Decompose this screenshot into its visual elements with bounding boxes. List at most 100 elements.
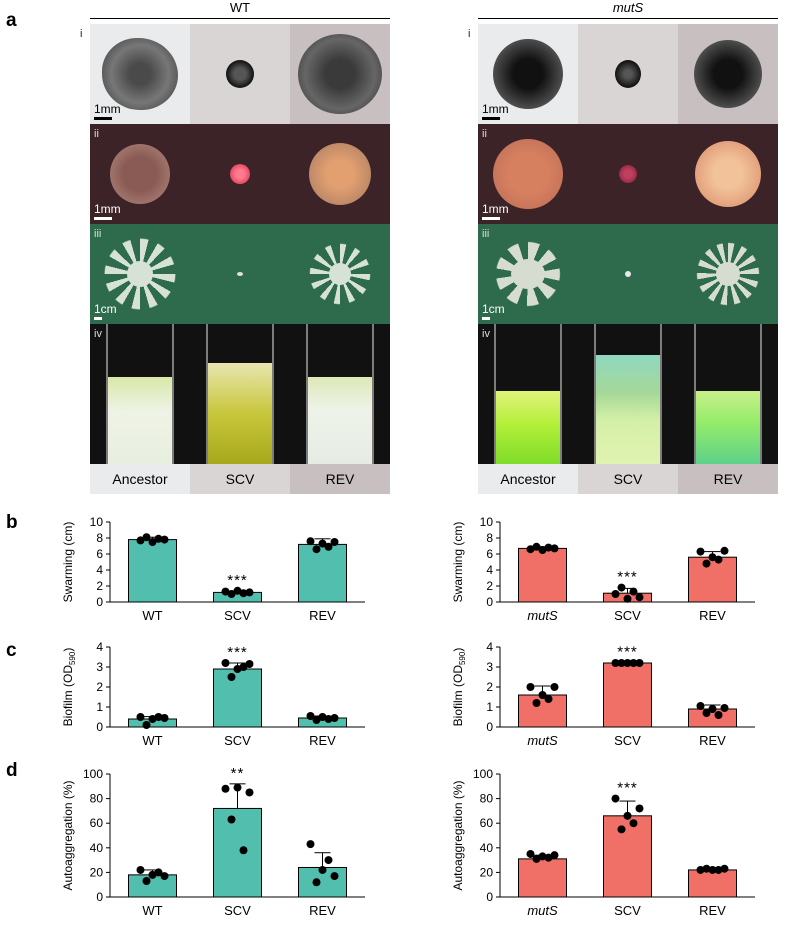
data-point	[245, 788, 254, 797]
image-cell	[478, 324, 578, 464]
data-point	[324, 715, 333, 723]
image-cell	[678, 124, 778, 224]
colony-image	[493, 39, 563, 109]
x-tick-label: REV	[699, 903, 726, 918]
data-point	[611, 590, 620, 598]
y-tick-label: 60	[90, 816, 104, 830]
x-tick-label: SCV	[614, 903, 641, 918]
column-label: REV	[678, 464, 778, 494]
significance-label: ***	[617, 643, 638, 660]
colony-image	[694, 40, 762, 108]
x-tick-label: REV	[309, 608, 336, 623]
data-point	[160, 535, 169, 544]
image-cell	[190, 224, 290, 324]
data-point	[550, 544, 559, 553]
data-point	[526, 545, 535, 554]
data-point	[142, 877, 151, 886]
data-point	[532, 854, 541, 863]
y-tick-label: 20	[90, 865, 104, 879]
row-label-ii: ii	[482, 128, 487, 140]
data-point	[221, 784, 230, 793]
row-swarming-plate: 1cm	[90, 224, 390, 324]
data-point	[544, 695, 553, 703]
significance-label: ***	[617, 780, 638, 797]
image-cell	[290, 24, 390, 124]
colony-image	[226, 60, 254, 88]
x-tick-label: SCV	[224, 903, 251, 918]
bar	[518, 694, 567, 728]
y-tick-label: 6	[96, 547, 103, 561]
y-axis-label: Biofilm (OD590)	[61, 648, 77, 727]
bar	[603, 662, 652, 728]
swarm-center	[127, 261, 153, 287]
image-cell	[290, 324, 390, 464]
data-point	[538, 852, 547, 861]
y-tick-label: 8	[486, 531, 493, 545]
data-point	[550, 851, 559, 860]
column-label: SCV	[578, 464, 678, 494]
image-cell	[578, 224, 678, 324]
data-point	[154, 713, 163, 721]
y-tick-label: 4	[96, 563, 103, 577]
data-point	[714, 555, 723, 564]
image-cell	[678, 224, 778, 324]
image-cell	[290, 124, 390, 224]
y-tick-label: 2	[96, 579, 103, 593]
data-point	[142, 533, 151, 542]
row-tubes	[478, 324, 778, 464]
data-point	[239, 589, 248, 598]
y-tick-label: 1	[486, 700, 493, 714]
significance-label: **	[231, 765, 245, 782]
image-cell: 1cm	[478, 224, 578, 324]
data-point	[629, 819, 638, 828]
chart-autoaggregation-muts: 0 20 40 60 80 100 Autoaggregation (%) mutS SCV RE…	[451, 767, 755, 918]
chart-swarming-muts: 0 2 4 6 8 10 Swarming (cm) mutS SCV REV ***	[451, 515, 755, 623]
panel-letter-d: d	[6, 760, 18, 781]
x-tick-label: mutS	[527, 733, 558, 748]
data-point	[318, 539, 327, 548]
bar	[518, 547, 567, 603]
data-point	[635, 804, 644, 813]
data-point	[617, 659, 626, 667]
y-tick-label: 4	[486, 640, 493, 654]
data-point	[227, 673, 236, 681]
group-title-wt: WT	[229, 0, 251, 15]
row-label-iv: iv	[482, 328, 490, 340]
data-point	[324, 542, 333, 551]
data-point	[312, 878, 321, 887]
data-point	[312, 716, 321, 724]
colony-image	[102, 38, 178, 110]
data-point	[538, 546, 547, 554]
data-point	[154, 534, 163, 543]
row-congo-red: 1mm	[90, 124, 390, 224]
row-column-labels: Ancestor SCV REV	[478, 464, 778, 494]
data-point	[245, 588, 254, 597]
x-tick-label: mutS	[527, 608, 558, 623]
row-label-iii: iii	[94, 228, 102, 240]
data-point	[142, 721, 151, 729]
image-grid-wt: 1mm 1mm 1cm	[90, 24, 390, 494]
row-label-i: i	[468, 28, 471, 40]
tube-image	[594, 324, 662, 464]
row-congo-red: 1mm	[478, 124, 778, 224]
data-point	[330, 714, 339, 722]
scale-bar: 1mm	[94, 202, 121, 220]
y-tick-label: 3	[96, 660, 103, 674]
column-label: Ancestor	[90, 464, 190, 494]
data-point	[306, 537, 315, 546]
data-point	[148, 538, 157, 546]
y-tick-label: 4	[486, 563, 493, 577]
colony-image	[298, 34, 382, 114]
y-axis-label: Swarming (cm)	[451, 522, 465, 603]
image-grid-muts: 1mm 1mm 1cm	[478, 24, 778, 494]
chart-biofilm-wt: 0 1 2 3 4 Biofilm (OD590) WT SCV REV ***	[61, 640, 365, 748]
image-cell	[190, 124, 290, 224]
y-axis-label: Biofilm (OD590)	[451, 648, 467, 727]
data-point	[154, 868, 163, 877]
data-point	[617, 825, 626, 834]
data-point	[160, 714, 169, 722]
data-point	[526, 683, 535, 691]
data-point	[532, 699, 541, 707]
y-axis-label: Autoaggregation (%)	[451, 780, 465, 890]
data-point	[233, 783, 242, 792]
